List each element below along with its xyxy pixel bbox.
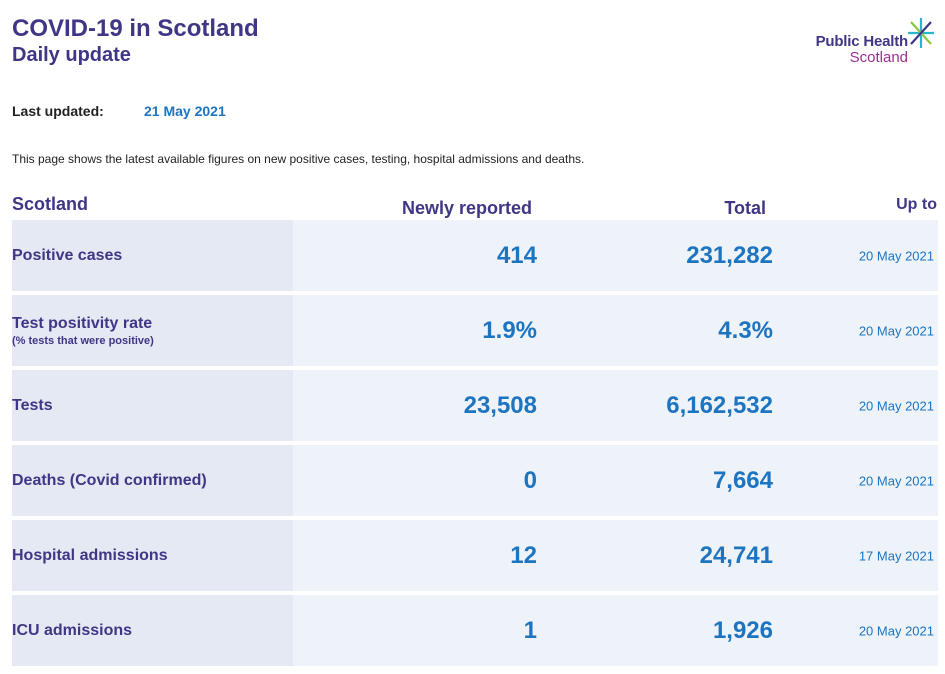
row-label-text: Tests <box>12 396 53 414</box>
row-label-text: Positive cases <box>12 246 123 264</box>
logo: Public Health Scotland <box>800 16 940 70</box>
row-values-cell <box>293 295 938 366</box>
row-label-text: Hospital admissions <box>12 546 168 564</box>
newly-reported-value: 12 <box>510 541 537 569</box>
row-sublabel-text: (% tests that were positive) <box>12 334 154 347</box>
last-updated-value: 21 May 2021 <box>144 103 226 119</box>
total-value: 231,282 <box>686 241 773 269</box>
column-header-new: Newly reported <box>401 198 532 218</box>
row-values-cell <box>293 445 938 516</box>
column-header-region: Scotland <box>12 194 89 214</box>
newly-reported-value: 1 <box>523 616 537 644</box>
intro-text: This page shows the latest available fig… <box>12 152 585 166</box>
row-label-text: Deaths (Covid confirmed) <box>12 471 207 489</box>
row-values-cell <box>293 595 938 666</box>
column-header-total: Total <box>724 198 766 218</box>
row-label-text: ICU admissions <box>12 621 133 639</box>
row-label: Positive cases <box>12 247 122 265</box>
row-values-cell <box>293 520 938 591</box>
up-to-date: 20 May 2021 <box>858 248 934 263</box>
logo-text-line2: Scotland <box>849 49 908 66</box>
table-row: Hospital admissions 12 24,741 17 May 202… <box>12 520 938 591</box>
row-label: Deaths (Covid confirmed) <box>12 472 207 490</box>
table-row: Test positivity rate (% tests that were … <box>12 295 938 366</box>
logo-text-line1: Public Health <box>815 33 909 50</box>
up-to-date: 20 May 2021 <box>858 323 934 338</box>
row-label-cell: Deaths (Covid confirmed) <box>12 445 293 516</box>
row-label: Test positivity rate (% tests that were … <box>12 315 154 347</box>
newly-reported-value: 0 <box>523 466 537 494</box>
total-value: 6,162,532 <box>666 391 773 419</box>
row-label: Hospital admissions <box>12 547 168 565</box>
up-to-date: 17 May 2021 <box>858 548 934 563</box>
table-row: Deaths (Covid confirmed) 0 7,664 20 May … <box>12 445 938 516</box>
total-value: 4.3% <box>718 316 773 344</box>
page-subtitle: Daily update <box>12 44 131 66</box>
up-to-date: 20 May 2021 <box>858 473 934 488</box>
row-label-cell: ICU admissions <box>12 595 293 666</box>
newly-reported-value: 414 <box>496 241 537 269</box>
total-value: 24,741 <box>699 541 773 569</box>
row-label-cell: Positive cases <box>12 220 293 291</box>
total-value: 1,926 <box>712 616 773 644</box>
last-updated-label: Last updated: <box>12 103 104 119</box>
row-label-text: Test positivity rate <box>12 314 153 332</box>
row-label-cell: Tests <box>12 370 293 441</box>
row-label-cell: Test positivity rate (% tests that were … <box>12 295 293 366</box>
column-header-upto: Up to <box>896 196 937 213</box>
newly-reported-value: 1.9% <box>482 316 537 344</box>
up-to-date: 20 May 2021 <box>858 623 934 638</box>
row-label: Tests <box>12 397 53 415</box>
page-title: COVID-19 in Scotland <box>12 15 259 42</box>
table-row: Positive cases 414 231,282 20 May 2021 <box>12 220 938 291</box>
table-row: ICU admissions 1 1,926 20 May 2021 <box>12 595 938 666</box>
star-icon <box>908 18 934 48</box>
row-values-cell <box>293 370 938 441</box>
table-row: Tests 23,508 6,162,532 20 May 2021 <box>12 370 938 441</box>
row-values-cell <box>293 220 938 291</box>
up-to-date: 20 May 2021 <box>858 398 934 413</box>
row-label: ICU admissions <box>12 622 132 640</box>
total-value: 7,664 <box>712 466 773 494</box>
row-label-cell: Hospital admissions <box>12 520 293 591</box>
newly-reported-value: 23,508 <box>463 391 537 419</box>
